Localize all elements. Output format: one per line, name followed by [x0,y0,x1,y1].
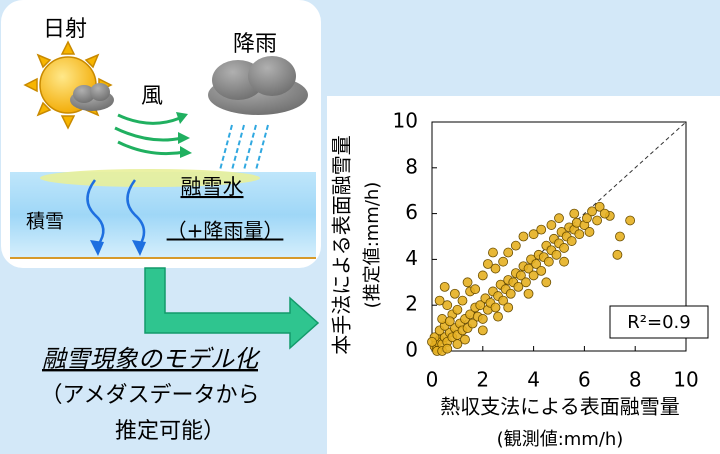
point [523,288,534,299]
point [625,215,636,226]
point [490,302,501,313]
y-axis-title: (推定値:mm/h) [362,182,383,309]
point [546,220,557,230]
point [523,263,534,274]
point [442,300,453,311]
point [569,208,580,219]
y-tick-label: 2 [405,292,418,316]
point [434,295,445,306]
x-tick-label: 6 [578,368,591,392]
point [493,311,503,322]
point [516,270,526,281]
y-tick-label: 4 [405,246,418,270]
x-tick-label: 10 [673,368,698,392]
point [543,256,554,267]
point [554,213,564,224]
point [559,243,569,253]
point [559,256,569,267]
point [449,288,460,299]
point [518,231,529,242]
x-axis-title: (観測値:mm/h) [497,429,624,450]
point [592,215,602,226]
point [467,318,478,329]
point [442,343,453,354]
point [475,300,486,311]
rain-cloud-icon [208,56,308,115]
point [488,247,498,258]
point [505,288,516,299]
y-tick-label: 0 [405,338,418,362]
point [521,277,531,288]
point [452,339,463,350]
point [498,256,509,267]
small-cloud-icon [70,83,114,111]
point [457,295,468,306]
annotation-box [609,305,709,339]
y-tick-label: 8 [405,154,418,178]
point [470,284,481,295]
x-tick-label: 4 [527,368,540,392]
wind-arrows [114,113,186,156]
model-note: 推定可能） [115,419,225,444]
point [536,224,547,235]
plot-frame [431,121,687,352]
meltwater-label: 融雪水 [181,175,244,199]
infiltration-arrowheads [90,240,146,256]
wind-label: 風 [141,84,163,109]
point [503,247,514,258]
y-tick-label: 10 [393,109,418,133]
point [460,334,470,345]
x-tick-label: 0 [426,368,439,392]
wind-arrowheads [176,112,192,158]
meltwater-sub: （+降雨量） [167,219,284,243]
point [587,206,597,217]
infiltration-arrows [86,179,146,246]
model-note: （アメダスデータから [41,383,260,408]
point [477,314,488,324]
x-tick-label: 2 [476,368,489,392]
point [477,270,488,281]
point [584,227,595,237]
point [510,240,521,251]
point [528,270,539,281]
point [594,201,605,212]
point [551,249,562,260]
meltwater-layer [40,169,260,187]
point [541,277,552,288]
y-axis-title: 本手法による表面融雪量 [330,135,354,354]
point [498,295,509,306]
point [462,277,473,288]
snowpack-label: 積雪 [26,211,64,233]
x-axis-title: 熱収支法による表面融雪量 [440,395,679,419]
annotation: R²=0.9 [627,312,690,333]
point [599,208,610,219]
rain-label: 降雨 [233,32,277,57]
point [513,281,524,292]
point [427,336,437,347]
point [439,281,450,292]
sun-label: 日射 [43,17,87,42]
point [452,304,463,315]
point [582,213,592,224]
point [444,316,455,327]
point [536,265,547,276]
point [566,236,577,246]
point [531,259,542,269]
point [528,229,539,240]
point [490,263,501,274]
x-tick-label: 8 [629,368,642,392]
point [482,259,493,269]
flow-arrow [144,267,320,350]
y-tick-label: 6 [405,200,418,224]
point [574,229,585,240]
point [503,302,514,313]
point [612,249,623,260]
model-title: 融雪現象のモデル化 [42,345,261,373]
point [615,231,625,242]
point [477,325,488,336]
